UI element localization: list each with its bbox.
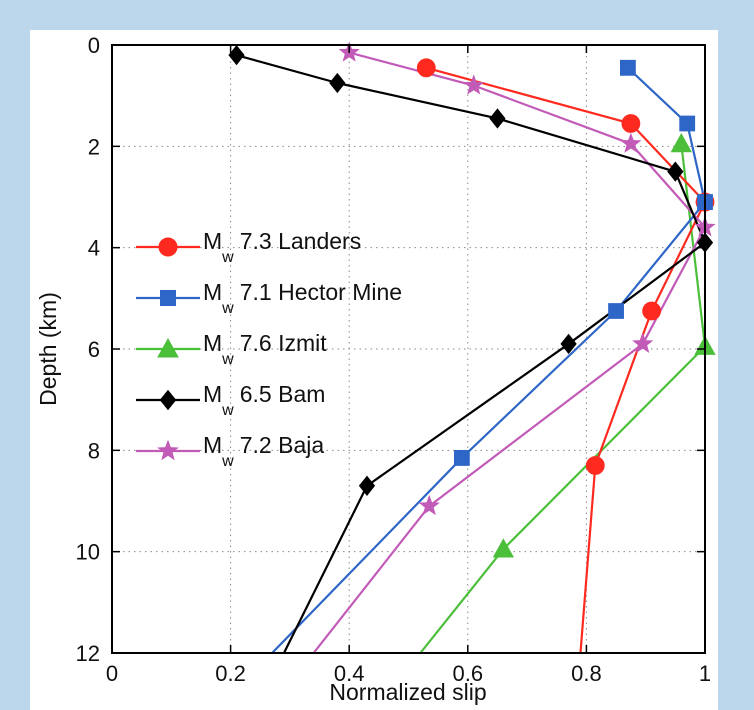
legend-swatch-diamond-icon (159, 389, 177, 411)
series-markers (228, 41, 716, 558)
plot-frame: 0 0.2 0.4 0.6 0.8 1 0 2 4 6 8 10 12 Norm… (30, 30, 718, 710)
legend-label-subscript: w (221, 402, 234, 419)
legend-entry-bam: Mw 6.5 Bam (136, 381, 325, 419)
x-tick-label: 0.4 (334, 661, 365, 686)
y-axis-label: Depth (km) (35, 292, 61, 406)
legend-label-prefix: M (203, 228, 222, 254)
x-tick-labels: 0 0.2 0.4 0.6 0.8 1 (106, 661, 711, 686)
legend-label-name: 7.6 Izmit (240, 330, 328, 356)
legend-swatch-triangle-icon (157, 337, 179, 358)
legend-label-name: 7.1 Hector Mine (240, 279, 402, 305)
y-tick-label: 6 (88, 337, 100, 362)
data-point-circle (621, 114, 641, 133)
data-point-square (608, 303, 624, 319)
x-tick-label: 0.6 (453, 661, 484, 686)
legend-label: Mw 7.6 Izmit (203, 330, 327, 368)
legend-entry-landers: Mw 7.3 Landers (136, 228, 361, 266)
legend-label-name: 7.3 Landers (240, 228, 361, 254)
legend-label-subscript: w (221, 300, 234, 317)
legend-label-prefix: M (203, 381, 222, 407)
x-tick-label: 0.2 (215, 661, 246, 686)
x-tick-label: 0.8 (571, 661, 602, 686)
series-line-star (312, 51, 707, 654)
legend-label-subscript: w (221, 453, 234, 470)
data-point-diamond (358, 475, 376, 496)
legend-label: Mw 7.2 Baja (203, 432, 324, 470)
legend-label-subscript: w (221, 249, 234, 266)
y-tick-labels: 0 2 4 6 8 10 12 (76, 33, 100, 666)
data-point-star (632, 332, 654, 353)
y-tick-label: 8 (88, 438, 100, 463)
data-point-diamond (329, 72, 346, 94)
data-point-square (453, 450, 470, 466)
y-tick-label: 10 (76, 540, 100, 565)
y-tick-label: 0 (88, 33, 100, 58)
legend-label-name: 7.2 Baja (240, 432, 325, 458)
legend-label: Mw 7.3 Landers (203, 228, 361, 266)
legend-entry-baja: Mw 7.2 Baja (136, 432, 324, 470)
legend-entry-izmit: Mw 7.6 Izmit (136, 330, 327, 368)
legend-label-prefix: M (203, 432, 222, 458)
legend-label: Mw 6.5 Bam (203, 381, 325, 419)
data-point-square (620, 59, 636, 76)
legend-entry-hector-mine: Mw 7.1 Hector Mine (136, 279, 402, 317)
series-line-circle (426, 66, 707, 654)
legend-swatch-star-icon (157, 439, 179, 461)
data-point-triangle (492, 538, 515, 558)
series-line-triangle (419, 143, 707, 654)
slip-depth-chart: 0 0.2 0.4 0.6 0.8 1 0 2 4 6 8 10 12 Norm… (35, 33, 716, 705)
x-tick-label: 0 (106, 661, 118, 686)
y-tick-label: 12 (76, 641, 100, 666)
x-axis-label: Normalized slip (329, 679, 486, 705)
data-point-circle (416, 58, 436, 78)
legend-swatch-square-icon (160, 290, 176, 306)
y-tick-label: 2 (88, 134, 100, 159)
data-point-star (620, 132, 642, 153)
data-point-diamond (667, 161, 684, 182)
series-line-diamond (236, 54, 707, 654)
x-tick-label: 1 (699, 661, 711, 686)
legend-label-prefix: M (203, 279, 222, 305)
legend-swatch-circle-icon (158, 237, 178, 257)
data-point-star (418, 494, 440, 516)
grid (112, 45, 705, 653)
legend-label: Mw 7.1 Hector Mine (203, 279, 402, 317)
legend: Mw 7.3 Landers Mw 7.1 Hector Mine Mw 7.6 Iz… (136, 228, 402, 470)
data-point-diamond (489, 108, 506, 129)
data-point-circle (642, 301, 662, 321)
data-point-diamond (228, 44, 245, 66)
axis-ticks (111, 44, 706, 654)
data-point-diamond (560, 333, 577, 355)
data-point-star (463, 74, 485, 95)
legend-label-prefix: M (203, 330, 222, 356)
legend-label-name: 6.5 Bam (240, 381, 326, 407)
data-point-square (679, 115, 696, 132)
data-point-circle (585, 456, 605, 475)
legend-label-subscript: w (221, 351, 234, 368)
series-line-square (271, 66, 707, 654)
data-point-triangle (670, 132, 692, 153)
y-tick-label: 4 (88, 236, 100, 261)
